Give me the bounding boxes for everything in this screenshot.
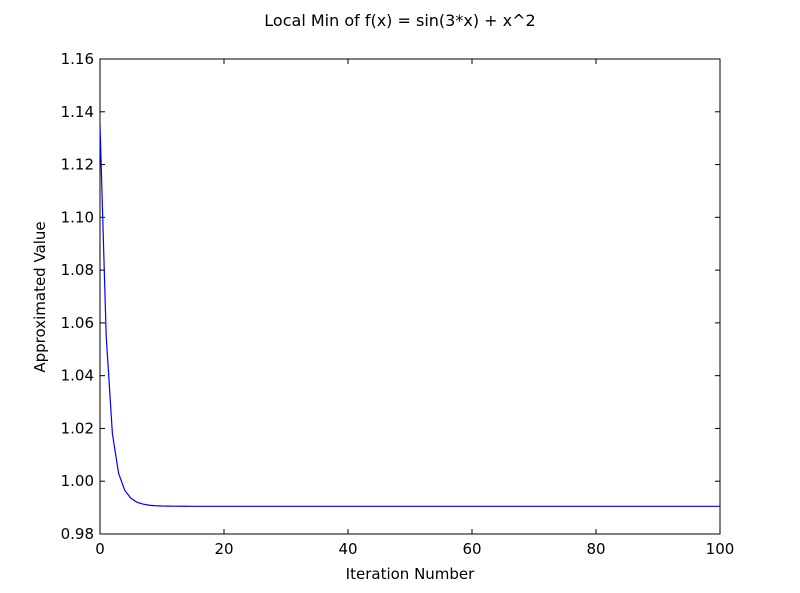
y-axis-label: Approximated Value — [31, 221, 49, 372]
y-tick-label: 1.08 — [61, 261, 94, 279]
y-tick-label: 1.10 — [61, 208, 94, 226]
x-axis-ticks: 0 20 40 60 80 100 — [95, 59, 734, 558]
y-tick-label: 1.14 — [61, 103, 94, 121]
x-tick-label: 100 — [706, 540, 735, 558]
x-tick-label: 20 — [214, 540, 233, 558]
y-tick-label: 1.06 — [61, 314, 94, 332]
y-tick-label: 0.98 — [61, 525, 94, 543]
chart-title: Local Min of f(x) = sin(3*x) + x^2 — [264, 11, 535, 30]
x-axis-label: Iteration Number — [346, 565, 475, 583]
plot-area: 0 20 40 60 80 100 0.98 1.00 1.02 1.04 1.06 1.08 1.1… — [61, 50, 735, 558]
y-tick-label: 1.02 — [61, 419, 94, 437]
x-tick-label: 40 — [338, 540, 357, 558]
y-tick-label: 1.00 — [61, 472, 94, 490]
y-axis-ticks: 0.98 1.00 1.02 1.04 1.06 1.08 1.10 1.12 1.14 1.16 — [61, 50, 720, 543]
x-tick-label: 60 — [462, 540, 481, 558]
y-tick-label: 1.16 — [61, 50, 94, 68]
series-line — [99, 124, 720, 507]
y-tick-label: 1.04 — [61, 367, 94, 385]
x-tick-label: 0 — [95, 540, 105, 558]
x-tick-label: 80 — [586, 540, 605, 558]
y-tick-label: 1.12 — [61, 156, 94, 174]
plot-frame — [99, 58, 721, 535]
